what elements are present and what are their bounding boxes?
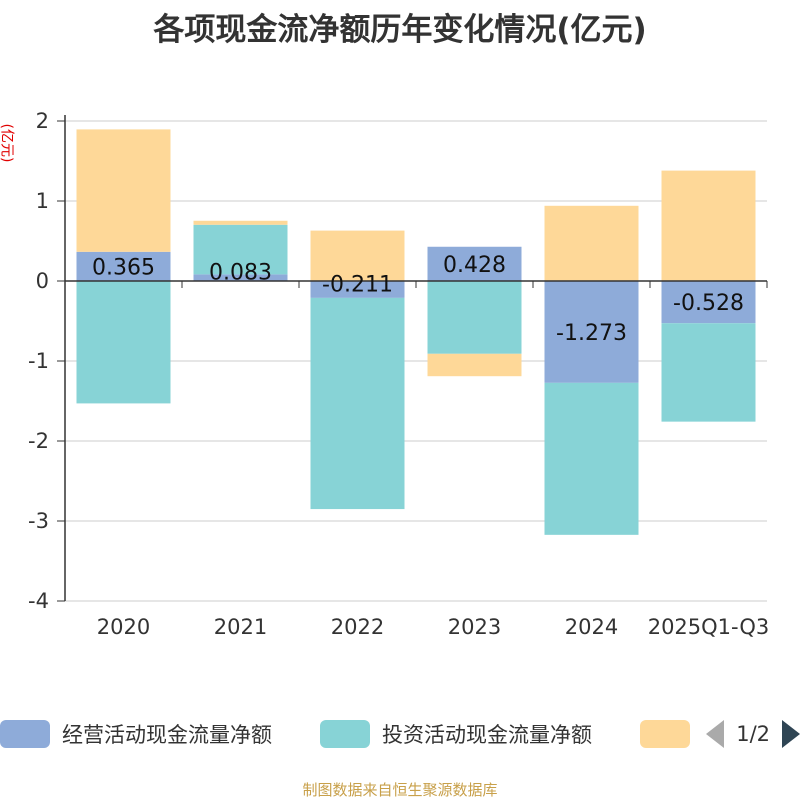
legend-next-page-icon[interactable] bbox=[782, 720, 800, 748]
data-label: -1.273 bbox=[556, 321, 627, 346]
legend-swatch-investing bbox=[320, 720, 370, 748]
data-label: 0.428 bbox=[443, 253, 506, 278]
y-tick-label: -3 bbox=[28, 509, 49, 533]
legend-swatch-operating bbox=[0, 720, 50, 748]
bar-operating-2024[interactable] bbox=[544, 281, 639, 383]
y-tick-label: 2 bbox=[36, 109, 49, 133]
legend-swatch-financing bbox=[640, 720, 690, 748]
bar-financing-2020[interactable] bbox=[76, 129, 171, 252]
legend-pager: 1/2 bbox=[706, 716, 800, 752]
y-tick-label: 1 bbox=[36, 189, 49, 213]
bar-financing-2021[interactable] bbox=[193, 220, 288, 225]
bar-operating-2020[interactable] bbox=[76, 251, 171, 281]
data-label: -0.211 bbox=[322, 272, 393, 297]
x-tick-label: 2024 bbox=[565, 615, 618, 639]
x-tick-label: 2022 bbox=[331, 615, 384, 639]
bar-financing-2024[interactable] bbox=[544, 205, 639, 281]
chart-title: 各项现金流净额历年变化情况(亿元) bbox=[153, 12, 647, 48]
bar-investing-2024[interactable] bbox=[544, 382, 639, 535]
bar-investing-2023[interactable] bbox=[427, 281, 522, 354]
legend-prev-page-icon[interactable] bbox=[706, 720, 725, 748]
bar-financing-2022[interactable] bbox=[310, 230, 405, 281]
y-tick-label: 0 bbox=[36, 269, 49, 293]
y-tick-label: -2 bbox=[28, 429, 49, 453]
y-tick-label: -4 bbox=[28, 589, 49, 613]
bar-operating-2025Q1-Q3[interactable] bbox=[661, 281, 756, 324]
legend-label-operating: 经营活动现金流量净额 bbox=[62, 723, 272, 747]
bar-financing-2025Q1-Q3[interactable] bbox=[661, 170, 756, 281]
legend-label-investing: 投资活动现金流量净额 bbox=[382, 723, 592, 747]
bar-investing-2020[interactable] bbox=[76, 281, 171, 404]
bar-investing-2022[interactable] bbox=[310, 297, 405, 510]
legend-page-indicator: 1/2 bbox=[736, 722, 770, 746]
legend-item-financing[interactable] bbox=[640, 716, 702, 752]
bar-financing-2023[interactable] bbox=[427, 353, 522, 377]
bar-operating-2021[interactable] bbox=[193, 274, 288, 281]
source-note: 制图数据来自恒生聚源数据库 bbox=[302, 781, 498, 799]
chart-plot: 2 1 0 -1 -2 -3 -4 2020 2021 2022 2023 2024 2025Q1-Q3… bbox=[28, 109, 770, 639]
data-label: 0.083 bbox=[209, 261, 272, 286]
bar-operating-2022[interactable] bbox=[310, 281, 405, 298]
data-label: -0.528 bbox=[673, 291, 744, 316]
bar-operating-2023[interactable] bbox=[427, 246, 522, 281]
legend-item-investing[interactable]: 投资活动现金流量净额 bbox=[320, 716, 592, 752]
x-tick-label: 2020 bbox=[97, 615, 150, 639]
legend-item-operating[interactable]: 经营活动现金流量净额 bbox=[0, 716, 272, 752]
bar-investing-2025Q1-Q3[interactable] bbox=[661, 323, 756, 422]
x-tick-label: 2025Q1-Q3 bbox=[648, 615, 770, 639]
bar-investing-2021[interactable] bbox=[193, 224, 288, 275]
y-tick-label: -1 bbox=[28, 349, 49, 373]
x-tick-label: 2023 bbox=[448, 615, 501, 639]
legend: 经营活动现金流量净额 投资活动现金流量净额 1/2 bbox=[0, 716, 800, 752]
x-tick-label: 2021 bbox=[214, 615, 267, 639]
data-label: 0.365 bbox=[92, 255, 155, 280]
